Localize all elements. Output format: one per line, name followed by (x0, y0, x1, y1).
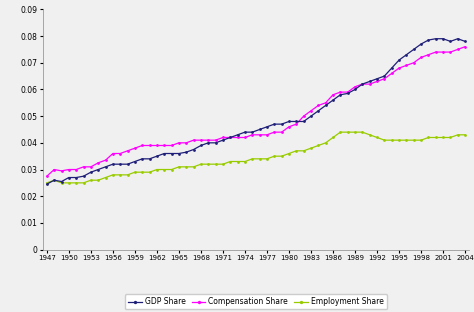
Compensation Share (323, 101, 328, 105)
Compensation Share (352, 85, 358, 89)
Employment Share (147, 170, 153, 174)
GDP Share (323, 104, 328, 107)
GDP Share (396, 58, 402, 62)
GDP Share (147, 157, 153, 161)
GDP Share (447, 40, 453, 43)
Employment Share (462, 133, 468, 137)
Compensation Share (139, 144, 145, 147)
GDP Share (352, 88, 358, 91)
Employment Share (323, 141, 328, 145)
Legend: GDP Share, Compensation Share, Employment Share: GDP Share, Compensation Share, Employmen… (125, 294, 387, 310)
GDP Share (44, 182, 50, 186)
GDP Share (139, 157, 145, 161)
Line: GDP Share: GDP Share (46, 37, 466, 186)
GDP Share (462, 40, 468, 43)
Compensation Share (396, 66, 402, 70)
Employment Share (44, 181, 50, 185)
Employment Share (447, 136, 453, 139)
Employment Share (139, 170, 145, 174)
Compensation Share (447, 50, 453, 54)
Line: Employment Share: Employment Share (46, 131, 466, 184)
GDP Share (433, 37, 438, 41)
Compensation Share (44, 174, 50, 178)
Employment Share (403, 138, 409, 142)
Employment Share (359, 130, 365, 134)
Employment Share (337, 130, 343, 134)
Compensation Share (147, 144, 153, 147)
Compensation Share (462, 45, 468, 49)
Line: Compensation Share: Compensation Share (46, 45, 466, 178)
